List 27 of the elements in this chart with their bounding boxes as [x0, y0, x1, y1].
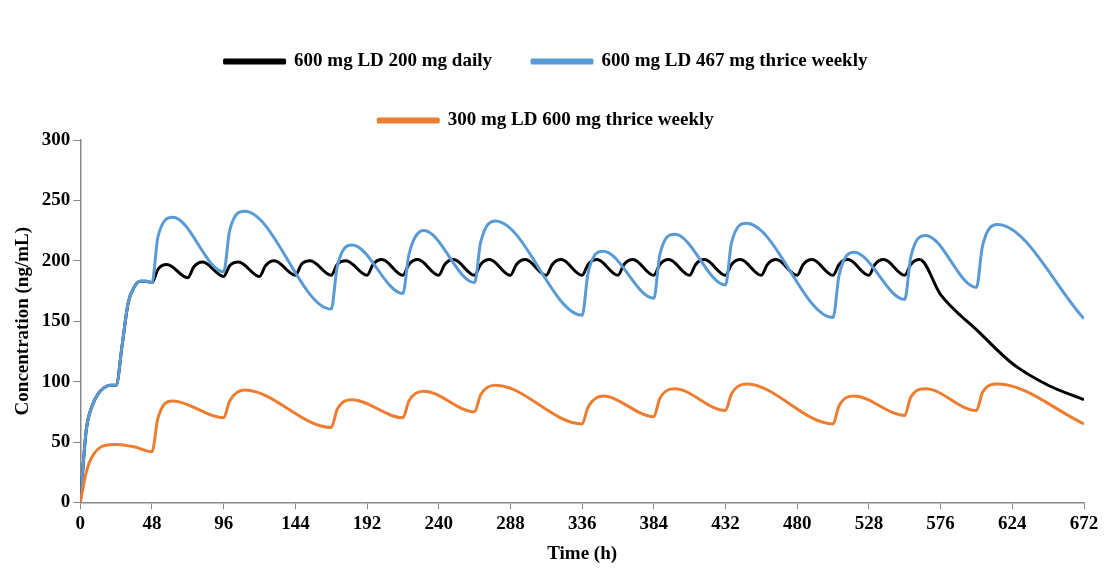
x-tick-label: 480 [782, 511, 812, 533]
y-tick-label: 200 [41, 248, 71, 270]
x-tick-label: 672 [1069, 511, 1099, 533]
x-tick-label: 528 [854, 511, 884, 533]
x-tick-label: 48 [142, 511, 162, 533]
x-tick-label: 192 [352, 511, 382, 533]
x-tick-label: 432 [711, 511, 740, 533]
legend-label: 300 mg LD 600 mg thrice weekly [447, 108, 715, 130]
x-tick-label: 240 [424, 511, 454, 533]
x-tick-label: 0 [75, 511, 86, 533]
y-tick-label: 250 [41, 188, 71, 210]
y-tick-label: 150 [41, 309, 71, 331]
legend-label: 600 mg LD 200 mg daily [294, 49, 493, 71]
y-tick-label: 0 [60, 490, 71, 512]
y-axis-title: Concentration (ng/mL) [11, 227, 34, 416]
x-tick-label: 288 [496, 511, 525, 533]
y-tick-label: 300 [41, 127, 71, 149]
x-axis-title: Time (h) [547, 541, 618, 564]
x-tick-label: 384 [639, 511, 669, 533]
y-tick-label: 100 [41, 369, 71, 391]
x-tick-label: 624 [998, 511, 1028, 533]
x-tick-label: 576 [926, 511, 955, 533]
y-tick-label: 50 [51, 429, 71, 451]
x-tick-label: 144 [281, 511, 311, 533]
x-tick-label: 336 [567, 511, 597, 533]
legend-label: 600 mg LD 467 mg thrice weekly [601, 49, 868, 71]
x-tick-label: 96 [214, 511, 234, 533]
